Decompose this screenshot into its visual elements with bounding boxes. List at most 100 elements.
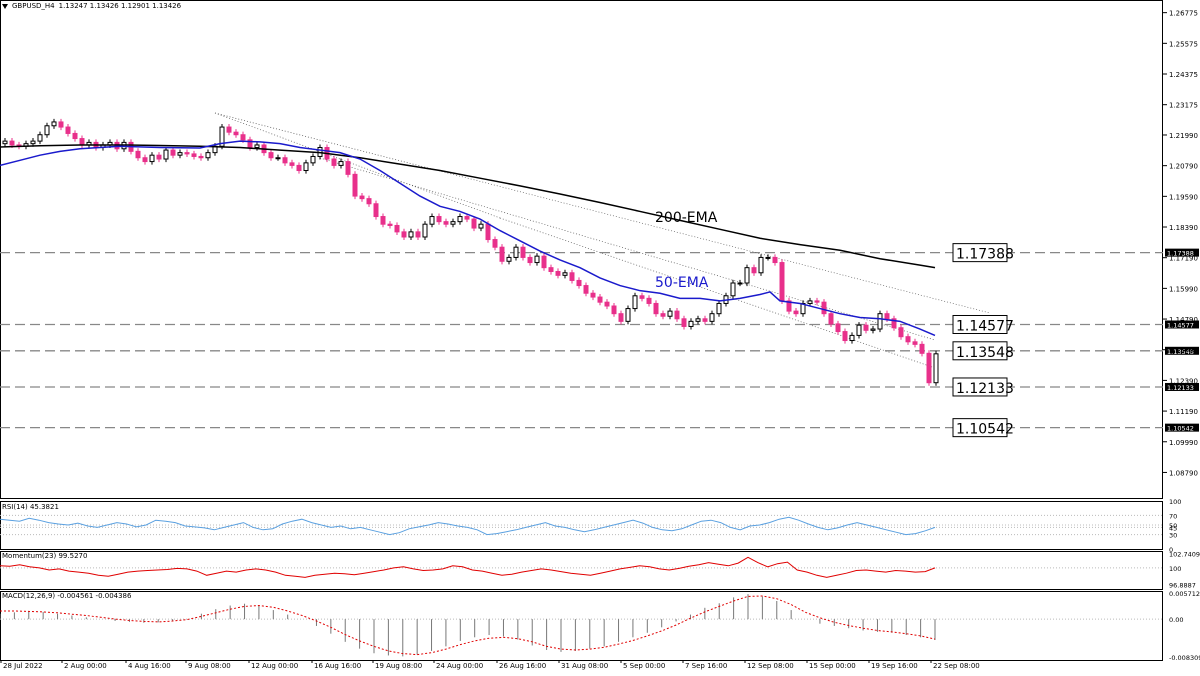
macd-tick-label: 0.00 — [1169, 616, 1183, 624]
candle-body — [555, 270, 561, 276]
price-tick-label: 1.13590 — [1169, 347, 1198, 355]
level-label: 1.10542 — [956, 422, 1014, 438]
rsi-tick-label: 0 — [1169, 546, 1173, 554]
macd-signal-line — [0, 595, 936, 656]
ema200-label: 200-EMA — [655, 210, 718, 226]
candle-body — [394, 224, 400, 233]
price-tick-label: 1.25575 — [1169, 40, 1198, 48]
candle-body — [814, 300, 820, 303]
candle-body — [485, 223, 491, 241]
rsi-tick-label: 50 — [1169, 522, 1177, 530]
rsi-tick-label: 30 — [1169, 532, 1177, 540]
candle-body — [72, 132, 78, 140]
level-label-box — [952, 418, 1008, 438]
candle-body — [415, 231, 421, 238]
candle-body — [233, 131, 239, 136]
candle-body — [289, 162, 295, 166]
ema-lines — [0, 140, 936, 337]
ohlc-label: 1.13247 1.13426 1.12901 1.13426 — [58, 2, 182, 10]
candle-body — [373, 203, 379, 218]
momentum-tick-label: 102.7409 — [1169, 550, 1200, 558]
y-axis-labels: 1.26775 1.25575 1.24375 1.23175 1.21990 1.207… — [1163, 10, 1198, 477]
candle-body — [499, 246, 505, 262]
candle-body — [9, 140, 15, 146]
candle-body — [296, 164, 302, 172]
candle-body — [849, 334, 855, 342]
level-label-box — [952, 243, 1008, 263]
candle-body — [44, 125, 50, 136]
candle-body — [821, 301, 827, 315]
x-axis-labels: 28 Jul 2022 2 Aug 00:00 4 Aug 16:00 9 Aug 0… — [0, 660, 980, 670]
level-label: 1.12133 — [956, 381, 1014, 397]
dropdown-triangle-icon[interactable] — [2, 3, 8, 9]
candle-body — [618, 313, 624, 322]
candle-body — [310, 155, 316, 164]
candle-body — [471, 218, 477, 229]
candle-body — [184, 152, 190, 155]
panel-frame — [0, 591, 1163, 661]
candle-body — [240, 134, 246, 141]
rsi-line — [0, 516, 936, 536]
macd-tick-label: -0.008309 — [1169, 654, 1200, 662]
candle-body — [37, 134, 43, 142]
candle-body — [30, 140, 36, 145]
candle-body — [695, 318, 701, 322]
candle-body — [765, 256, 771, 259]
candle-body — [569, 272, 575, 281]
panel-frame — [0, 0, 1163, 499]
x-tick-label: 16 Aug 16:00 — [314, 662, 361, 670]
trend-channel-lines — [214, 112, 991, 369]
candle-body — [408, 231, 414, 238]
x-tick-label: 28 Jul 2022 — [3, 662, 43, 670]
candle-body — [303, 162, 309, 172]
candle-body — [520, 246, 526, 258]
level-axis-marker — [1165, 320, 1199, 329]
candle-body — [758, 256, 764, 274]
x-tick-label: 19 Sep 16:00 — [871, 662, 918, 670]
ema50-line — [0, 140, 936, 337]
candle-body — [527, 256, 533, 264]
candle-body — [331, 158, 337, 166]
candle-body — [702, 318, 708, 322]
price-tick-label: 1.08790 — [1169, 469, 1198, 477]
macd-title: MACD(12,26,9) -0.004561 -0.004386 — [2, 592, 132, 600]
trend-line — [214, 112, 991, 314]
candle-body — [338, 161, 344, 166]
candle-body — [863, 324, 869, 331]
price-tick-label: 1.24375 — [1169, 71, 1198, 79]
level-label-box — [952, 341, 1008, 361]
candle-body — [730, 282, 736, 297]
candle-body — [674, 310, 680, 320]
candle-body — [604, 301, 610, 307]
candle-body — [142, 157, 148, 163]
candle-body — [380, 216, 386, 225]
candle-body — [737, 282, 743, 285]
level-label: 1.17388 — [956, 247, 1014, 263]
candle-body — [464, 216, 470, 220]
candle-body — [2, 140, 8, 145]
candle-body — [275, 157, 281, 160]
macd-tick-label: 0.005712 — [1169, 590, 1200, 598]
candle-body — [898, 327, 904, 338]
candle-body — [205, 152, 211, 159]
panel-frames — [0, 0, 1163, 661]
candle-body — [492, 239, 498, 248]
level-label: 1.14577 — [956, 318, 1014, 334]
candle-body — [429, 216, 435, 225]
candle-body — [254, 144, 260, 149]
candle-body — [716, 302, 722, 315]
candle-body — [548, 267, 554, 272]
price-tick-label: 1.26775 — [1169, 10, 1198, 18]
candle-body — [450, 221, 456, 225]
x-tick-label: 12 Aug 00:00 — [251, 662, 298, 670]
candle-body — [226, 126, 232, 133]
candle-body — [156, 154, 162, 160]
x-tick-label: 15 Sep 00:00 — [809, 662, 856, 670]
candle-body — [632, 295, 638, 310]
candle-body — [58, 121, 64, 128]
level-axis-marker — [1165, 248, 1199, 257]
level-axis-marker — [1165, 423, 1199, 432]
candle-body — [401, 231, 407, 238]
candle-body — [590, 292, 596, 298]
candle-body — [387, 223, 393, 226]
